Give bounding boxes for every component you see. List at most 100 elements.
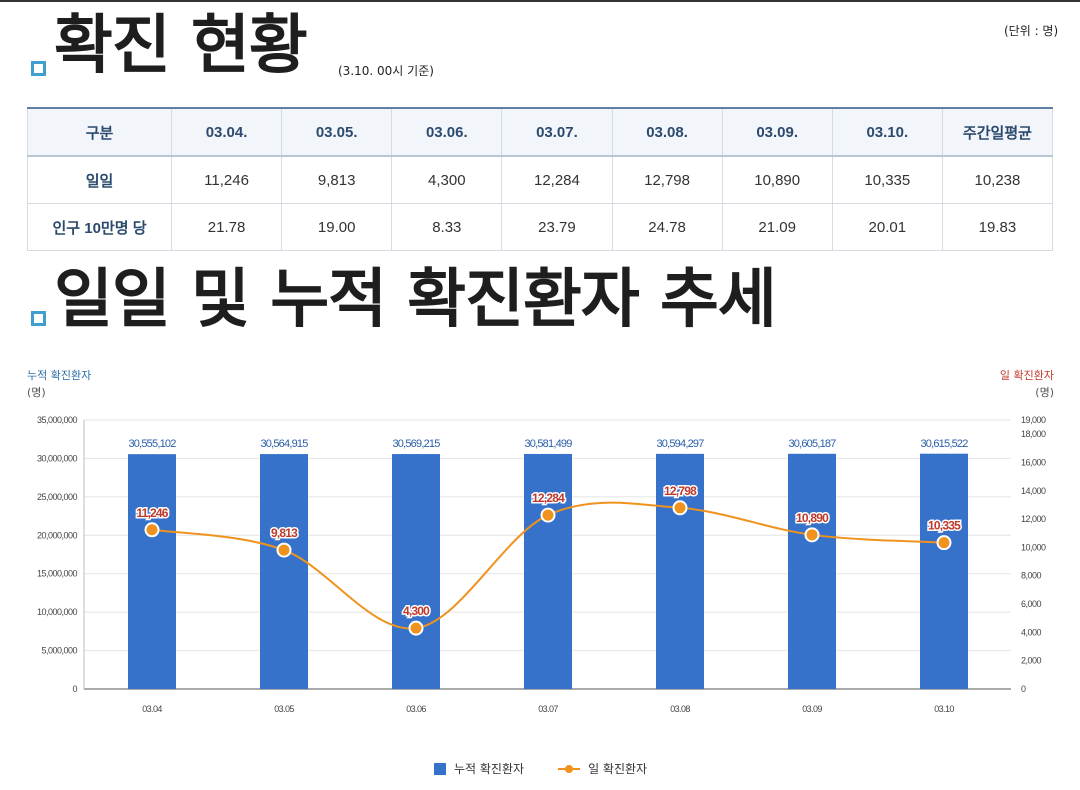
trend-chart: 0 5,000,000 10,000,000 15,000,000 20,000,000…: [37, 415, 1047, 714]
col-header: 03.07.: [501, 107, 613, 157]
left-tick-label: 35,000,000: [37, 415, 78, 425]
line-data-label: 10,335: [928, 519, 961, 533]
bar-data-label: 30,564,915: [260, 438, 308, 450]
bar-data-label: 30,594,297: [656, 438, 704, 450]
bar: [260, 454, 308, 689]
line-data-label: 12,798: [664, 484, 697, 498]
bar: [524, 453, 572, 689]
right-tick-label: 12,000: [1021, 514, 1046, 524]
trend-title: 일일 및 누적 확진환자 추세: [54, 263, 777, 337]
x-tick-label: 03.10: [934, 704, 954, 714]
col-header: 03.10.: [831, 107, 943, 157]
left-axis-title: 누적 확진환자: [27, 369, 92, 382]
table-row: 일일 11,246 9,813 4,300 12,284 12,798 10,8…: [27, 155, 1054, 204]
table-cell: 10,238: [941, 155, 1054, 204]
col-header: 03.04.: [170, 107, 283, 157]
row-label: 인구 10만명 당: [27, 203, 172, 251]
x-tick-label: 03.04: [142, 704, 162, 714]
table-cell: 12,798: [611, 155, 723, 204]
right-tick-label: 4,000: [1021, 627, 1042, 637]
legend-bar-swatch: [434, 762, 446, 775]
bar-data-label: 30,555,102: [128, 438, 176, 450]
table-header-row: 구분 03.04. 03.05. 03.06. 03.07. 03.08. 03…: [27, 107, 1054, 157]
right-tick-label: 14,000: [1021, 486, 1046, 496]
line-point: [144, 522, 160, 538]
table-cell: 20.01: [831, 203, 943, 251]
col-header: 03.09.: [721, 107, 833, 157]
summary-table: 구분 03.04. 03.05. 03.06. 03.07. 03.08. 03…: [27, 107, 1054, 251]
right-tick-label: 16,000: [1021, 457, 1046, 467]
bar-data-label: 30,581,499: [524, 438, 572, 450]
right-tick-label: 6,000: [1021, 599, 1042, 609]
table-cell: 12,284: [501, 155, 613, 204]
bar-data-label: 30,605,187: [788, 438, 836, 450]
col-header: 03.06.: [391, 107, 503, 157]
bar-data-label: 30,615,522: [920, 438, 968, 450]
bar: [656, 453, 704, 689]
col-header: 구분: [27, 107, 172, 157]
table-cell: 4,300: [391, 155, 503, 204]
line-data-label: 10,890: [796, 511, 829, 525]
chart-legend: 누적 확진환자 일 확진환자: [434, 760, 647, 777]
line-point: [408, 620, 424, 636]
left-axis-unit: (명): [27, 386, 46, 399]
table-cell: 10,890: [721, 155, 833, 204]
table-cell: 9,813: [281, 155, 393, 204]
top-border-line: [0, 0, 1080, 2]
right-tick-label: 8,000: [1021, 571, 1042, 581]
status-title: 확진 현황: [54, 9, 308, 83]
bar: [920, 453, 968, 689]
right-axis-unit: (명): [1035, 386, 1054, 399]
bar: [788, 453, 836, 689]
legend-bar-label: 누적 확진환자: [454, 762, 525, 776]
bar: [392, 454, 440, 689]
x-tick-label: 03.08: [670, 704, 690, 714]
table-cell: 8.33: [391, 203, 503, 251]
table-cell: 24.78: [611, 203, 723, 251]
unit-note: (단위 : 명): [1004, 24, 1059, 38]
table-cell: 19.00: [281, 203, 393, 251]
section-marker-icon: [31, 61, 46, 76]
line-point: [540, 507, 556, 523]
legend-line-swatch: [558, 763, 581, 775]
left-tick-label: 15,000,000: [37, 569, 78, 579]
table-cell: 10,335: [831, 155, 943, 204]
x-tick-label: 03.07: [538, 704, 558, 714]
bar-data-label: 30,569,215: [392, 438, 440, 450]
table-row: 인구 10만명 당 21.78 19.00 8.33 23.79 24.78 2…: [27, 203, 1054, 251]
x-tick-label: 03.05: [274, 704, 294, 714]
col-header: 03.08.: [611, 107, 723, 157]
line-point: [276, 542, 292, 558]
x-tick-label: 03.06: [406, 704, 426, 714]
right-tick-label: 18,000: [1021, 429, 1046, 439]
right-tick-label: 2,000: [1021, 656, 1042, 666]
line-data-label: 11,246: [136, 506, 168, 520]
table-cell: 11,246: [170, 155, 283, 204]
x-tick-label: 03.09: [802, 704, 822, 714]
left-tick-label: 5,000,000: [41, 646, 77, 656]
left-tick-label: 25,000,000: [37, 492, 78, 502]
bar: [128, 454, 176, 689]
left-tick-label: 0: [72, 684, 77, 694]
table-cell: 19.83: [941, 203, 1054, 251]
line-point: [672, 500, 688, 516]
row-label: 일일: [27, 155, 172, 204]
line-data-label: 9,813: [271, 526, 298, 540]
legend-line-label: 일 확진환자: [588, 762, 648, 776]
col-header: 주간일평균: [941, 107, 1054, 157]
table-cell: 21.78: [170, 203, 283, 251]
right-tick-label: 10,000: [1021, 542, 1046, 552]
line-data-label: 4,300: [403, 604, 430, 618]
section-marker-icon: [31, 311, 46, 326]
line-point: [804, 527, 820, 543]
table-cell: 23.79: [501, 203, 613, 251]
table-cell: 21.09: [721, 203, 833, 251]
basis-time: (3.10. 00시 기준): [338, 64, 434, 78]
col-header: 03.05.: [281, 107, 393, 157]
line-point: [936, 535, 952, 551]
right-tick-label: 0: [1021, 684, 1026, 694]
right-axis-title: 일 확진환자: [999, 369, 1054, 382]
left-tick-label: 30,000,000: [37, 453, 78, 463]
left-tick-label: 20,000,000: [37, 530, 78, 540]
line-data-label: 12,284: [532, 491, 565, 505]
